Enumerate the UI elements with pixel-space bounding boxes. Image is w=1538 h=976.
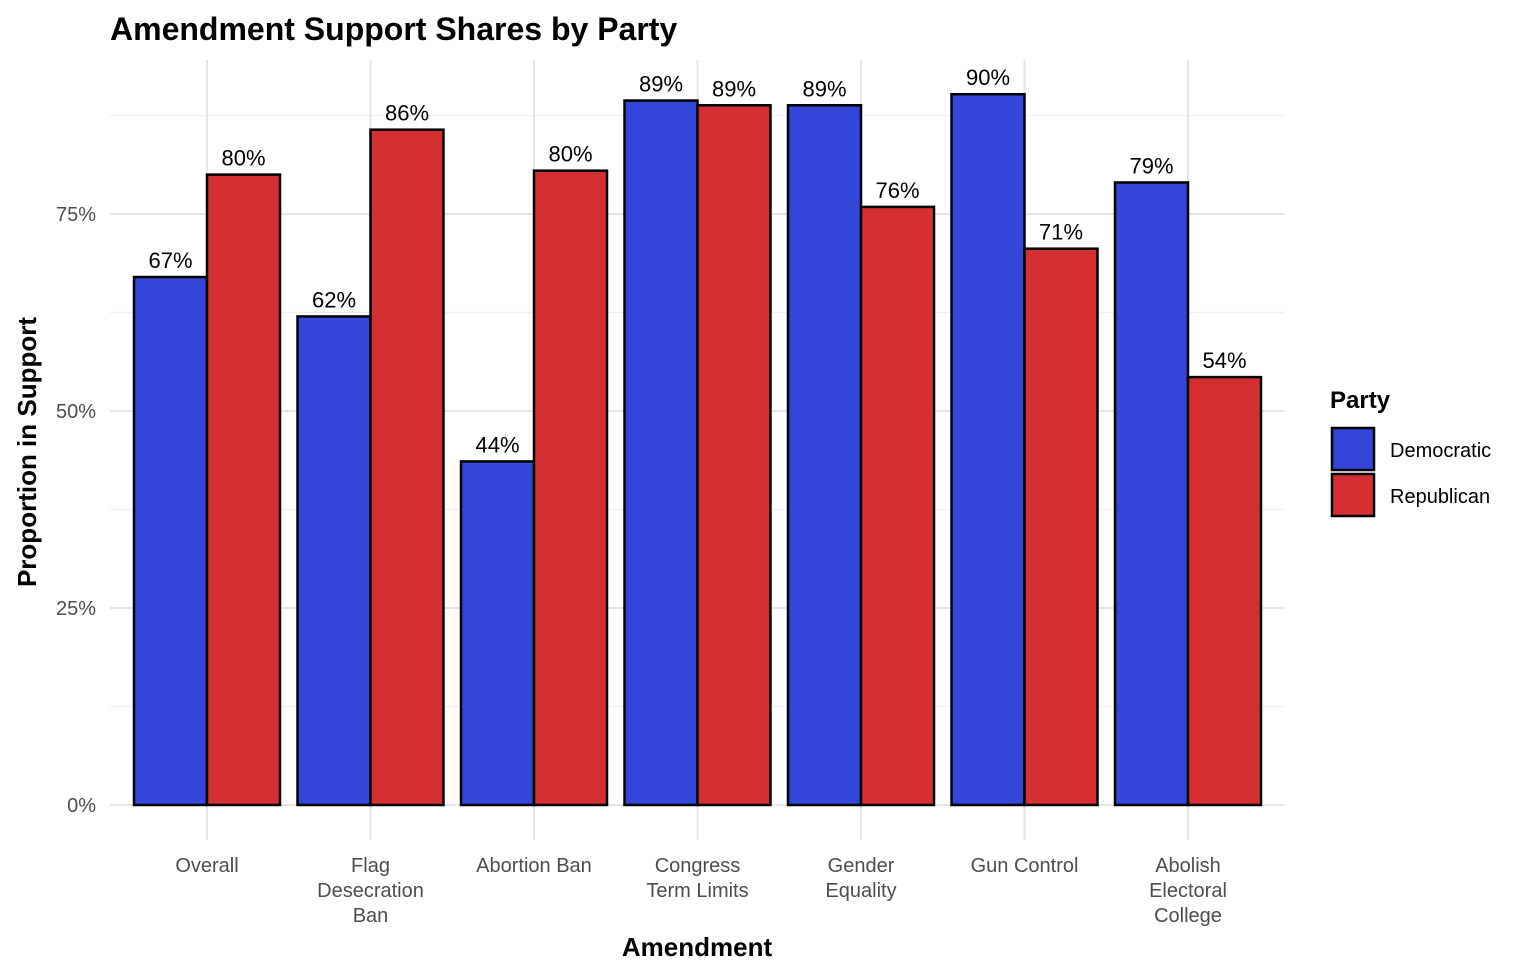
data-label-democratic: 89% — [802, 76, 846, 101]
data-label-republican: 80% — [221, 146, 265, 171]
y-tick-label: 25% — [56, 598, 96, 620]
x-axis-ticks: Overall Flag Desecration Ban Abortion Ban Con… — [175, 855, 1227, 927]
data-label-republican: 71% — [1039, 220, 1083, 245]
bar-republican — [1023, 247, 1099, 807]
data-label-democratic: 79% — [1129, 153, 1173, 178]
legend-swatch-republican — [1330, 472, 1376, 518]
x-tick-label-line: Term Limits — [646, 880, 748, 902]
y-tick-label: 75% — [56, 204, 96, 226]
data-label-republican: 86% — [385, 101, 429, 126]
bar-democratic — [296, 315, 372, 807]
legend: Party Democratic Republican — [1330, 387, 1491, 518]
data-label-republican: 89% — [712, 76, 756, 101]
data-label-republican: 76% — [875, 178, 919, 203]
x-tick-label-line: Abortion Ban — [476, 855, 592, 877]
x-tick-label-line: College — [1154, 905, 1222, 927]
bars — [132, 92, 1263, 807]
data-labels: 67% 62% 44% 89% 89% 90% 79% 80% 86% 80% 89% 76% 71% 5… — [148, 65, 1246, 457]
x-tick-label: Abortion Ban — [476, 855, 592, 877]
x-axis-title: Amendment — [622, 932, 773, 962]
x-tick-label: Gender Equality — [825, 855, 896, 902]
bar-republican — [369, 128, 445, 807]
legend-label-republican: Republican — [1390, 486, 1490, 508]
legend-title: Party — [1330, 387, 1391, 414]
x-tick-label-line: Flag — [351, 855, 390, 877]
bar-republican — [859, 205, 936, 807]
data-label-democratic: 44% — [475, 432, 519, 457]
x-tick-label-line: Ban — [353, 905, 389, 927]
x-tick-label-line: Congress — [655, 855, 741, 877]
x-tick-label-line: Abolish — [1155, 855, 1221, 877]
data-label-republican: 54% — [1202, 348, 1246, 373]
x-tick-label-line: Electoral — [1149, 880, 1227, 902]
y-axis-title: Proportion in Support — [12, 317, 42, 587]
bar-democratic — [786, 104, 863, 807]
data-label-democratic: 89% — [639, 72, 683, 97]
x-tick-label-line: Desecration — [317, 880, 424, 902]
bar-democratic — [459, 460, 536, 807]
y-axis-ticks: 0% 25% 50% 75% — [56, 204, 96, 817]
bar-democratic — [623, 99, 699, 807]
x-tick-label-line: Gender — [828, 855, 895, 877]
x-tick-label: Flag Desecration Ban — [317, 855, 424, 927]
x-tick-label: Overall — [175, 855, 238, 877]
legend-label-democratic: Democratic — [1390, 440, 1491, 462]
bar-democratic — [132, 275, 209, 807]
x-tick-label-line: Gun Control — [971, 855, 1079, 877]
x-tick-label: Abolish Electoral College — [1149, 855, 1227, 927]
bar-democratic — [1113, 181, 1190, 807]
bar-democratic — [950, 92, 1026, 807]
x-tick-label-line: Equality — [825, 880, 896, 902]
bar-republican — [205, 173, 282, 807]
data-label-republican: 80% — [548, 142, 592, 167]
bar-republican — [696, 104, 772, 807]
x-tick-label-line: Overall — [175, 855, 238, 877]
data-label-democratic: 90% — [966, 65, 1010, 90]
y-tick-label: 0% — [67, 795, 96, 817]
x-tick-label: Congress Term Limits — [646, 855, 748, 902]
y-tick-label: 50% — [56, 401, 96, 423]
legend-swatch-democratic — [1330, 426, 1376, 472]
bar-republican — [1186, 375, 1263, 807]
bar-republican — [532, 169, 609, 807]
data-label-democratic: 67% — [148, 248, 192, 273]
data-label-democratic: 62% — [312, 287, 356, 312]
chart-title: Amendment Support Shares by Party — [110, 11, 677, 47]
x-tick-label: Gun Control — [971, 855, 1079, 877]
